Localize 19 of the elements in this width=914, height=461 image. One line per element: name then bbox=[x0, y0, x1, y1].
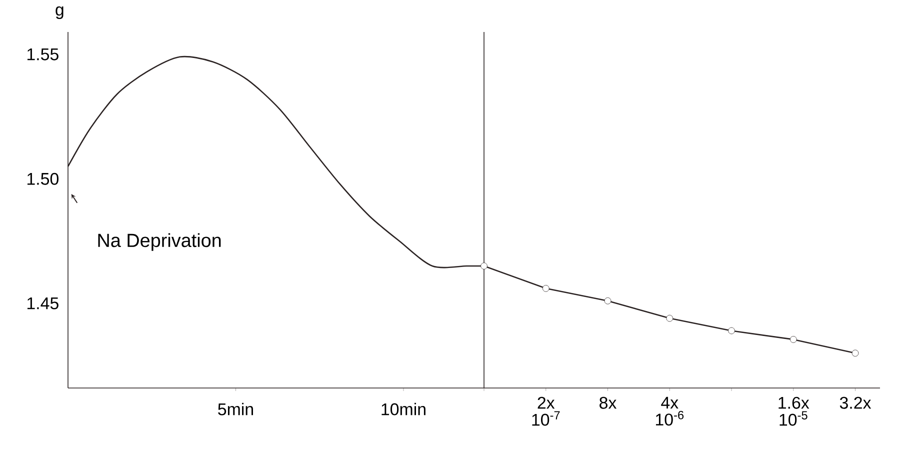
y-tick-label: 1.45 bbox=[27, 297, 58, 310]
x-tick-label: 10min bbox=[382, 402, 426, 416]
point bbox=[666, 314, 674, 322]
x-tick-label: 1.6x 10$^{-5}$ bbox=[778, 396, 810, 426]
point bbox=[604, 297, 612, 304]
y-axis-title: g bbox=[56, 6, 64, 20]
x-tick-label: 3.2x bbox=[840, 396, 872, 409]
point bbox=[542, 285, 550, 292]
point bbox=[790, 336, 797, 343]
y-tick-label: 1.50 bbox=[27, 172, 58, 185]
x-tick-label: 4x 10$^{-6}$ bbox=[656, 396, 684, 426]
point bbox=[480, 262, 488, 270]
x-tick-label: 8x bbox=[600, 396, 617, 409]
point bbox=[728, 327, 735, 334]
x-tick-label: 2x 10$^{-7}$ bbox=[532, 396, 560, 426]
point bbox=[852, 350, 859, 357]
x-tick-label: 5min bbox=[218, 402, 253, 416]
annotation: Na Deprivation bbox=[98, 233, 221, 251]
y-tick-label: 1.55 bbox=[27, 48, 58, 60]
